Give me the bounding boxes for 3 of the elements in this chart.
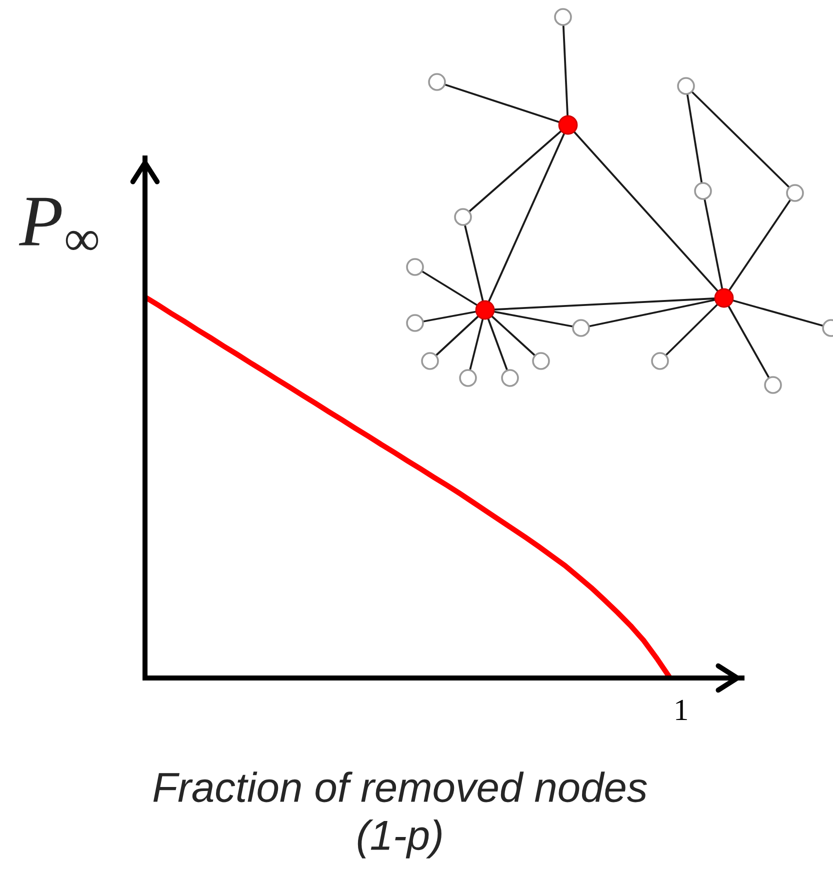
y-axis-title: P$_{∞}$ — [18, 198, 98, 250]
x-axis-title: Fraction of removed nodes (1-p) — [153, 772, 647, 858]
text: 1 — [676, 700, 687, 720]
